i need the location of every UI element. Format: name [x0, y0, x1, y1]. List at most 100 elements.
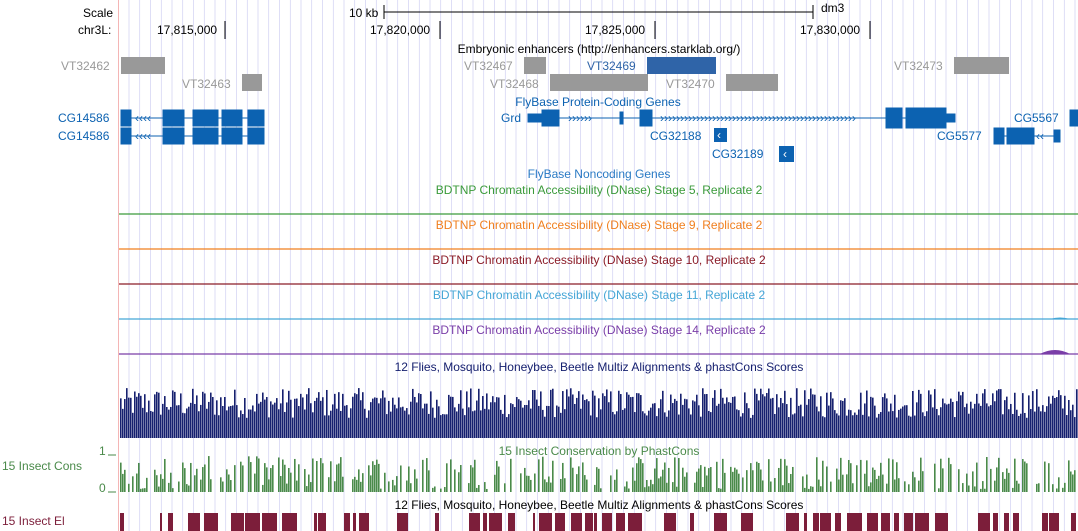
enhancer-feature-highlight[interactable] [647, 57, 716, 74]
multiz-bar [344, 405, 346, 438]
multiz-bar [934, 389, 936, 438]
multiz-bar [660, 399, 662, 438]
multiz-bar [852, 415, 854, 438]
multiz-bar [476, 400, 478, 438]
phastcons-bar [474, 459, 476, 492]
multiz-bar [846, 415, 848, 438]
elements-track-title[interactable]: 12 Flies, Mosquito, Honeybee, Beetle Mul… [395, 498, 804, 512]
phastcons-bar [1018, 483, 1020, 492]
phastcons-bar [826, 466, 828, 492]
phastcons-bar [380, 488, 382, 492]
phastcons-bar [136, 473, 138, 492]
multiz-bar [872, 397, 874, 438]
enhancer-feature[interactable] [726, 74, 778, 91]
gene-model-cg32188[interactable]: ‹ [714, 128, 727, 142]
enhancer-feature[interactable] [524, 57, 546, 74]
multiz-bar [824, 417, 826, 438]
multiz-bar [994, 401, 996, 438]
multiz-bar [804, 390, 806, 438]
phastcons-bar [1022, 459, 1024, 492]
phastcons-bar [806, 474, 808, 492]
phastcons-bar [428, 470, 430, 492]
noncoding-track-title[interactable]: FlyBase Noncoding Genes [528, 167, 671, 181]
multiz-phastcons-plot[interactable] [120, 388, 1078, 438]
dnase-tracks[interactable]: BDTNP Chromatin Accessibility (DNase) St… [119, 183, 1078, 355]
gene-model-cg5577[interactable]: ‹‹ [993, 127, 1061, 145]
dnase-track-title[interactable]: BDTNP Chromatin Accessibility (DNase) St… [436, 218, 763, 232]
dnase-track-title[interactable]: BDTNP Chromatin Accessibility (DNase) St… [436, 183, 763, 197]
phastcons-bar [304, 469, 306, 492]
conserved-elements-plot[interactable] [120, 513, 1076, 531]
phastcons-bar [264, 463, 266, 492]
phastcons-bar [642, 463, 644, 492]
phastcons-bar [144, 488, 146, 492]
conserved-element [594, 513, 597, 531]
genes-track-title[interactable]: FlyBase Protein-Coding Genes [515, 95, 680, 109]
base-position-ruler[interactable]: 17,815,000 17,820,000 17,825,000 17,830,… [157, 21, 871, 39]
phastcons-plot[interactable] [120, 456, 1076, 492]
multiz-bar [720, 388, 722, 438]
multiz-bar [574, 403, 576, 438]
phastcons-bar [1006, 468, 1008, 492]
multiz-bar [166, 407, 168, 438]
multiz-bar [550, 389, 552, 438]
phastcons-bar [330, 461, 332, 492]
enhancer-feature[interactable] [954, 57, 1009, 74]
phastcons-bar [342, 476, 344, 492]
enhancer-feature[interactable] [550, 74, 648, 91]
phastcons-bar [938, 488, 940, 492]
dnase-track-title[interactable]: BDTNP Chromatin Accessibility (DNase) St… [432, 323, 766, 337]
multiz-bar [276, 398, 278, 438]
multiz-bar [498, 397, 500, 438]
phastcons-bar [1070, 471, 1072, 492]
gene-model-cg32189[interactable]: ‹ [779, 146, 794, 162]
phastcons-bar [1074, 470, 1076, 492]
dnase-track-title[interactable]: BDTNP Chromatin Accessibility (DNase) St… [433, 288, 766, 302]
multiz-bar [396, 408, 398, 438]
multiz-bar [1044, 411, 1046, 438]
phastcons-bar [632, 467, 634, 492]
phastcons-bar [1014, 458, 1016, 492]
multiz-bar [384, 397, 386, 438]
phastcons-bar [742, 477, 744, 492]
multiz-bar [488, 409, 490, 438]
enhancers-track[interactable]: VT32462 VT32463 VT32467 VT32468 VT32469 … [61, 57, 1009, 91]
phastcons-bar [440, 488, 442, 492]
enhancers-track-title[interactable]: Embryonic enhancers (http://enhancers.st… [458, 42, 741, 56]
gene-model-cg5567[interactable] [1069, 109, 1078, 127]
svg-text:‹‹‹‹: ‹‹‹‹ [135, 129, 151, 143]
multiz-bar [432, 407, 434, 438]
elements-side-label[interactable]: 15 Insect El [2, 514, 65, 528]
multiz-bar [232, 405, 234, 438]
multiz-bar [950, 398, 952, 438]
phastcons-bar [788, 483, 790, 492]
multiz-bar [682, 404, 684, 438]
phastcons-bar [966, 473, 968, 492]
multiz-bar [430, 391, 432, 438]
multiz-bar [826, 392, 828, 438]
phastcons-bar [720, 488, 722, 492]
gene-label: CG14586 [58, 129, 110, 143]
multiz-track-title[interactable]: 12 Flies, Mosquito, Honeybee, Beetle Mul… [395, 360, 804, 374]
gene-model-cg14586[interactable]: ‹‹‹‹ ‹‹‹‹ [120, 109, 265, 145]
multiz-bar [434, 417, 436, 438]
genes-track[interactable]: CG14586 CG14586 ‹‹‹‹ ‹‹‹‹ Grd [58, 107, 1078, 162]
cons-track-title[interactable]: 15 Insect Conservation by PhastCons [499, 444, 700, 458]
multiz-bar [868, 416, 870, 438]
phastcons-bar [172, 488, 174, 492]
enhancer-feature[interactable] [242, 74, 262, 91]
gene-model-grd[interactable]: ›››››› ›››››››››››››››››››››››››››››››››… [527, 107, 956, 129]
enhancer-feature[interactable] [121, 57, 165, 74]
enhancer-label: VT32463 [182, 77, 231, 91]
gene-label: CG32189 [712, 147, 764, 161]
multiz-bar [148, 400, 150, 438]
cons-side-label[interactable]: 15 Insect Cons [2, 459, 82, 473]
multiz-bar [970, 401, 972, 438]
phastcons-bar [526, 475, 528, 492]
phastcons-bar [124, 469, 126, 492]
phastcons-bar [356, 479, 358, 492]
multiz-bar [490, 402, 492, 438]
multiz-bar [406, 408, 408, 438]
dnase-track-title[interactable]: BDTNP Chromatin Accessibility (DNase) St… [432, 253, 766, 267]
multiz-bar [702, 388, 704, 438]
